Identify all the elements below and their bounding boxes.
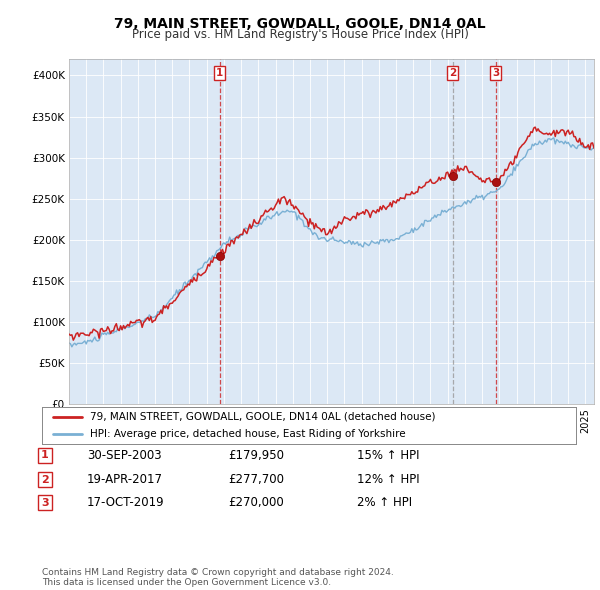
Text: £270,000: £270,000 bbox=[228, 496, 284, 509]
Text: 2: 2 bbox=[41, 475, 49, 484]
Text: 79, MAIN STREET, GOWDALL, GOOLE, DN14 0AL: 79, MAIN STREET, GOWDALL, GOOLE, DN14 0A… bbox=[114, 17, 486, 31]
Text: 12% ↑ HPI: 12% ↑ HPI bbox=[357, 473, 419, 486]
Text: HPI: Average price, detached house, East Riding of Yorkshire: HPI: Average price, detached house, East… bbox=[90, 429, 406, 438]
Text: 79, MAIN STREET, GOWDALL, GOOLE, DN14 0AL (detached house): 79, MAIN STREET, GOWDALL, GOOLE, DN14 0A… bbox=[90, 412, 436, 421]
Text: 2: 2 bbox=[449, 68, 457, 78]
Text: 19-APR-2017: 19-APR-2017 bbox=[87, 473, 163, 486]
Text: 15% ↑ HPI: 15% ↑ HPI bbox=[357, 449, 419, 462]
Text: £277,700: £277,700 bbox=[228, 473, 284, 486]
Text: 1: 1 bbox=[216, 68, 223, 78]
Text: Contains HM Land Registry data © Crown copyright and database right 2024.
This d: Contains HM Land Registry data © Crown c… bbox=[42, 568, 394, 587]
Text: 3: 3 bbox=[492, 68, 499, 78]
Text: 30-SEP-2003: 30-SEP-2003 bbox=[87, 449, 161, 462]
Text: Price paid vs. HM Land Registry's House Price Index (HPI): Price paid vs. HM Land Registry's House … bbox=[131, 28, 469, 41]
Text: 1: 1 bbox=[41, 451, 49, 460]
Text: £179,950: £179,950 bbox=[228, 449, 284, 462]
Text: 17-OCT-2019: 17-OCT-2019 bbox=[87, 496, 164, 509]
Text: 2% ↑ HPI: 2% ↑ HPI bbox=[357, 496, 412, 509]
Text: 3: 3 bbox=[41, 498, 49, 507]
